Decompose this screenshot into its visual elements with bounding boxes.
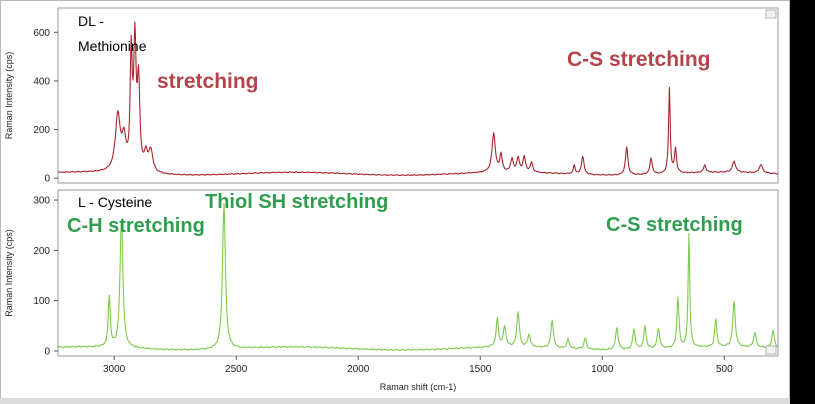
y-tick-label: 200: [33, 125, 50, 136]
y-tick-label: 400: [33, 76, 50, 87]
x-tick-label: 500: [716, 364, 733, 375]
y-tick-label: 0: [44, 346, 50, 357]
bottom-edge-strip: [0, 398, 790, 404]
spectrum-panel-2: 0 100 200 300 Raman Intensity (cps) 3000 2500 2…: [4, 189, 779, 392]
x-tick-label: 3000: [103, 364, 126, 375]
spectrum-line: [57, 203, 779, 352]
window-corner-icon: [765, 9, 777, 19]
plot-frame: [57, 7, 779, 184]
band-annotation-label: C-S stretching: [606, 214, 743, 236]
band-annotation-label: C-S stretching: [567, 48, 711, 71]
y-tick-label: 100: [33, 296, 50, 307]
compound-name-label: Methionine: [78, 38, 147, 54]
y-tick-label: 300: [33, 196, 50, 207]
x-axis-label: Raman shift (cm-1): [380, 382, 457, 392]
spectrum-line: [57, 21, 779, 177]
band-annotation-label: C-H stretching: [67, 215, 205, 237]
band-annotation-label: Thiol SH stretching: [205, 191, 388, 213]
band-annotation-label: stretching: [157, 70, 259, 93]
x-tick-label: 1000: [591, 364, 614, 375]
x-tick-label: 2500: [225, 364, 248, 375]
x-tick-label: 1500: [469, 364, 492, 375]
compound-name-label: L - Cysteine: [78, 194, 152, 210]
y-tick-label: 200: [33, 246, 50, 257]
compound-name-label: DL -: [78, 13, 104, 29]
black-edge-strip: [790, 0, 815, 404]
window-corner-icon: [765, 345, 777, 355]
spectra-chart: 0 200 400 600 Raman Intensity (cps) DL - Methi…: [4, 7, 779, 392]
spectrum-panel-1: 0 200 400 600 Raman Intensity (cps) DL - Methi…: [4, 7, 779, 185]
y-tick-label: 600: [33, 28, 50, 39]
x-tick-label: 2000: [347, 364, 370, 375]
y-axis-label: Raman Intensity (cps): [4, 229, 14, 317]
y-axis-label: Raman Intensity (cps): [4, 52, 14, 140]
y-tick-label: 0: [44, 174, 50, 185]
